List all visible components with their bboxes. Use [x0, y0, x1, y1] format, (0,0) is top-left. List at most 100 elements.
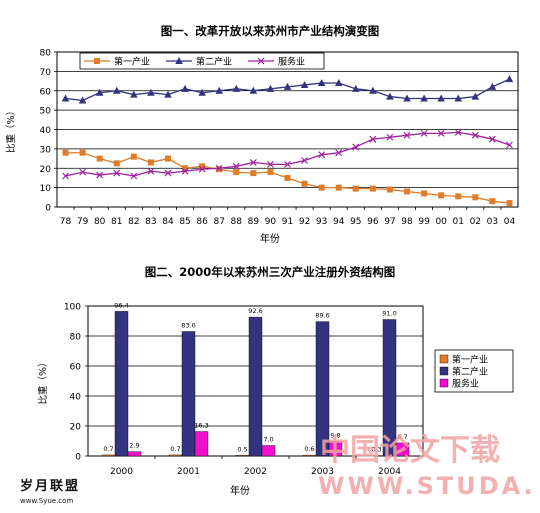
- chart2-data-label: 0.7: [103, 445, 113, 453]
- chart1-xtick-label: 91: [282, 217, 293, 227]
- chart1-point-series1: [182, 165, 189, 172]
- chart2-bar-series2: [114, 311, 129, 457]
- chart1-point-series2: [147, 88, 155, 96]
- chart2-data-label: 83.0: [181, 322, 195, 330]
- chart2-legend-label: 第一产业: [452, 354, 488, 366]
- chart1-xtick-label: 84: [162, 217, 174, 227]
- chart1-point-series3: [267, 160, 274, 168]
- chart1-point-series2: [164, 90, 172, 98]
- chart1-legend-swatch-marker: [94, 58, 100, 64]
- chart1-xtick-label: 02: [470, 217, 481, 227]
- chart2-bar-series2: [382, 319, 397, 457]
- chart1-point-series2: [283, 82, 292, 90]
- chart2-xtick-label: 2002: [244, 467, 267, 477]
- chart2-bar-series3: [261, 445, 276, 457]
- chart1-point-series3: [284, 160, 291, 168]
- chart1-xtick-label: 01: [453, 217, 464, 227]
- chart1-point-series2: [351, 84, 360, 92]
- chart1-legend-label: 第二产业: [196, 56, 232, 68]
- chart2-data-label: 16.3: [194, 422, 208, 430]
- chart2-data-label: 96.4: [114, 301, 128, 309]
- chart1-title: 图一、改革开放以来苏州市产业结构演变图: [161, 24, 380, 38]
- chart1-point-series3: [437, 129, 445, 137]
- chart2-xtick-label: 2000: [110, 467, 133, 477]
- chart1-point-series3: [62, 172, 69, 180]
- chart1-point-series2: [181, 84, 189, 92]
- chart1-point-series2: [300, 80, 309, 88]
- chart2-data-label: 92.6: [248, 307, 262, 315]
- chart1-point-series2: [215, 86, 224, 94]
- chart1-point-series1: [489, 198, 496, 205]
- chart1-point-series1: [96, 155, 103, 162]
- chart1-point-series2: [386, 92, 394, 100]
- chart2-data-label: 0.6: [304, 445, 314, 453]
- chart1-ytick-label: 10: [40, 184, 52, 194]
- chart2-ytick-label: 20: [70, 423, 82, 433]
- chart1-point-series1: [199, 163, 206, 170]
- chart2-bar-series1: [168, 454, 183, 457]
- chart2-data-label: 0.5: [237, 445, 247, 453]
- chart1-point-series1: [455, 193, 462, 200]
- chart1-point-series3: [249, 159, 257, 166]
- chart1-ytick-label: 30: [40, 145, 52, 155]
- chart1-xtick-label: 90: [265, 217, 277, 227]
- chart2-xtick-label: 2001: [177, 467, 200, 477]
- chart1-point-series2: [95, 88, 104, 96]
- chart1-point-series1: [267, 169, 274, 176]
- chart1-legend-label: 第一产业: [114, 56, 150, 68]
- chart1-xtick-label: 80: [94, 217, 106, 227]
- chart1-xtick-label: 88: [231, 217, 243, 227]
- chart1-point-series1: [130, 153, 137, 160]
- chart2-xtick-label: 2004: [378, 467, 401, 477]
- chart2-legend-swatch: [439, 354, 449, 364]
- chart2-data-label: 91.0: [382, 310, 396, 318]
- chart2-bar-series2: [315, 321, 330, 457]
- chart2-y-axis-label: 比重（%）: [37, 357, 49, 404]
- chart1-point-series3: [352, 143, 360, 151]
- watermark-left-text: 岁月联盟: [20, 478, 80, 494]
- chart1-point-series3: [79, 168, 87, 176]
- chart1-xtick-label: 96: [367, 217, 379, 227]
- chart1-point-series1: [250, 170, 257, 177]
- chart1-xtick-label: 94: [333, 217, 345, 227]
- chart1-point-series2: [369, 86, 377, 94]
- chart1-point-series3: [488, 135, 496, 143]
- chart1-point-series2: [454, 94, 463, 102]
- chart1-point-series3: [335, 149, 343, 157]
- chart1-ytick-label: 50: [40, 107, 52, 117]
- chart1-point-series2: [61, 94, 70, 102]
- chart1-xtick-label: 93: [316, 217, 327, 227]
- chart2-bar-series1: [101, 454, 116, 457]
- chart1-point-series3: [232, 162, 240, 170]
- chart1-legend-swatch-marker: [175, 57, 183, 64]
- chart2-data-label: 0.7: [170, 445, 180, 453]
- chart1-point-series3: [420, 129, 428, 137]
- watermark-right-url: WWW.STUDA.: [318, 472, 536, 500]
- chart1-ytick-label: 80: [40, 49, 52, 59]
- chart1-xtick-label: 78: [60, 217, 72, 227]
- chart1-point-series3: [130, 172, 138, 180]
- chart1-point-series1: [62, 149, 69, 156]
- chart1-ytick-label: 60: [40, 87, 52, 97]
- chart1-point-series1: [301, 180, 308, 187]
- chart1-xtick-label: 79: [77, 217, 89, 227]
- chart1-point-series1: [438, 192, 445, 199]
- chart1-point-series3: [318, 151, 326, 159]
- chart1-plot-frame: [56, 51, 519, 208]
- chart2-data-label: 89.6: [315, 312, 329, 320]
- chart2-data-label: 7.0: [263, 436, 273, 444]
- chart1-point-series2: [317, 79, 326, 86]
- chart1-point-series3: [113, 169, 121, 177]
- chart1-point-series2: [249, 86, 258, 94]
- chart1-point-series2: [488, 82, 497, 90]
- chart1-xtick-label: 85: [179, 217, 190, 227]
- chart2-bar-series1: [302, 454, 317, 457]
- chart1-point-series1: [318, 184, 325, 191]
- chart2-legend-swatch: [439, 366, 449, 376]
- chart1-xtick-label: 97: [384, 217, 395, 227]
- chart1-point-series3: [386, 133, 394, 141]
- chart2-data-label: 2.9: [129, 442, 139, 450]
- chart1-legend: [79, 52, 325, 70]
- chart1-point-series1: [335, 184, 342, 191]
- chart1-point-series2: [420, 94, 428, 102]
